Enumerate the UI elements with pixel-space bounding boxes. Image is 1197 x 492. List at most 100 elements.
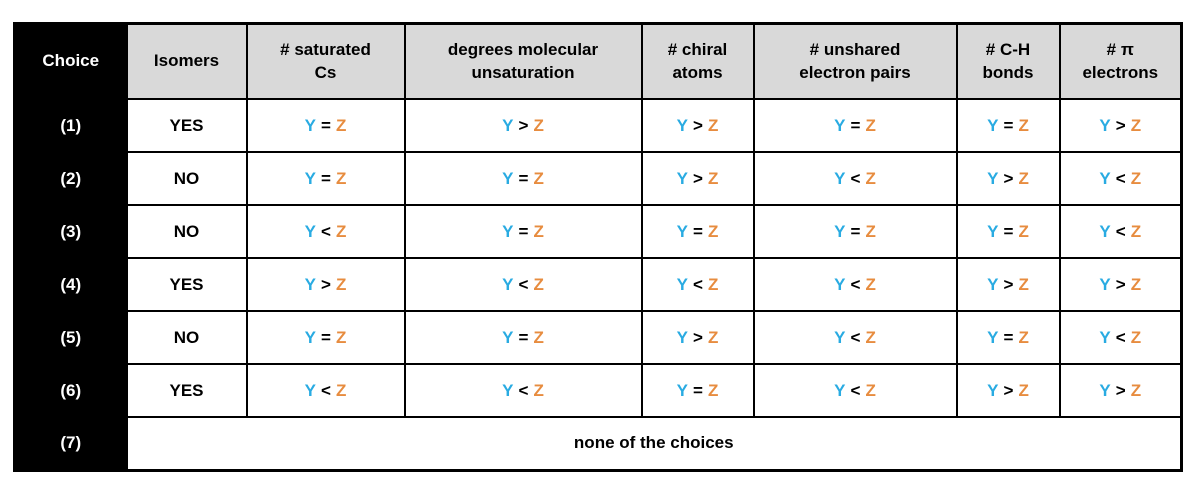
comparison-operator: < — [850, 274, 861, 294]
comparison-cell: Y > Z — [1058, 98, 1183, 153]
z-value: Z — [1018, 274, 1029, 294]
comparison-cell: Y < Z — [640, 257, 755, 312]
z-value: Z — [707, 380, 719, 400]
comparison-operator: > — [1003, 380, 1014, 400]
y-value: Y — [304, 115, 316, 135]
y-value: Y — [676, 274, 688, 294]
comparison-operator: = — [850, 115, 861, 135]
comparison-cell: Y > Z — [640, 310, 755, 365]
comparison-cell: Y = Z — [245, 98, 406, 153]
y-value: Y — [1099, 274, 1111, 294]
z-value: Z — [533, 327, 544, 347]
y-value: Y — [1099, 115, 1111, 135]
comparison-cell: Y = Z — [245, 151, 406, 206]
comparison-operator: < — [518, 274, 529, 294]
z-value: Z — [335, 274, 347, 294]
column-header-isomers: Isomers — [125, 22, 248, 100]
y-value: Y — [987, 168, 999, 188]
y-value: Y — [304, 380, 316, 400]
z-value: Z — [865, 115, 876, 135]
comparison-cell: Y = Z — [640, 363, 755, 418]
column-header-label: atoms — [672, 62, 723, 82]
comparison-cell: Y = Z — [955, 310, 1061, 365]
column-header-label: # saturated — [280, 40, 371, 60]
z-value: Z — [335, 221, 347, 241]
y-value: Y — [1099, 168, 1111, 188]
z-value: Z — [1130, 380, 1142, 400]
z-value: Z — [533, 274, 544, 294]
y-value: Y — [502, 115, 514, 135]
comparison-operator: < — [321, 221, 331, 241]
comparison-cell: Y > Z — [245, 257, 406, 312]
comparison-cell: Y > Z — [640, 98, 755, 153]
y-value: Y — [502, 380, 514, 400]
y-value: Y — [304, 274, 316, 294]
comparison-cell: Y < Z — [1058, 151, 1183, 206]
column-header-choice: Choice — [13, 22, 128, 100]
y-value: Y — [987, 221, 999, 241]
z-value: Z — [335, 327, 347, 347]
y-value: Y — [834, 221, 846, 241]
comparison-operator: > — [518, 115, 529, 135]
column-header-label: Cs — [314, 62, 337, 82]
z-value: Z — [707, 327, 719, 347]
column-header-degrees-unsaturation: degrees molecular unsaturation — [403, 22, 643, 100]
z-value: Z — [707, 168, 719, 188]
z-value: Z — [865, 221, 876, 241]
column-header-label: bonds — [982, 62, 1034, 82]
comparison-operator: = — [518, 168, 529, 188]
comparison-operator: = — [518, 327, 529, 347]
y-value: Y — [834, 168, 846, 188]
comparison-operator: < — [518, 380, 529, 400]
comparison-operator: > — [1115, 274, 1126, 294]
choices-table: Choice Isomers # saturated Cs degrees mo… — [13, 22, 1183, 472]
comparison-cell: Y > Z — [1058, 257, 1183, 312]
z-value: Z — [865, 380, 876, 400]
column-header-label: electrons — [1082, 62, 1159, 82]
z-value: Z — [335, 115, 347, 135]
y-value: Y — [834, 380, 846, 400]
z-value: Z — [1130, 221, 1142, 241]
comparison-operator: < — [321, 380, 331, 400]
comparison-cell: Y < Z — [752, 257, 958, 312]
choice-cell: (3) — [13, 204, 128, 259]
column-header-unshared-electron-pairs: # unshared electron pairs — [752, 22, 958, 100]
comparison-cell: Y = Z — [955, 98, 1061, 153]
y-value: Y — [502, 221, 514, 241]
comparison-cell: Y = Z — [403, 151, 643, 206]
comparison-operator: = — [693, 380, 703, 400]
z-value: Z — [533, 221, 544, 241]
comparison-operator: > — [1003, 274, 1014, 294]
z-value: Z — [1018, 380, 1029, 400]
column-header-label: unsaturation — [471, 62, 575, 82]
column-header-label: Isomers — [153, 51, 220, 71]
comparison-operator: < — [850, 380, 861, 400]
z-value: Z — [1018, 327, 1029, 347]
column-header-saturated-cs: # saturated Cs — [245, 22, 406, 100]
comparison-cell: Y > Z — [640, 151, 755, 206]
comparison-operator: = — [321, 115, 331, 135]
comparison-cell: Y = Z — [403, 310, 643, 365]
comparison-operator: < — [1115, 168, 1126, 188]
comparison-operator: > — [321, 274, 331, 294]
y-value: Y — [834, 327, 846, 347]
comparison-cell: Y < Z — [1058, 310, 1183, 365]
comparison-operator: = — [321, 168, 331, 188]
column-header-pi-electrons: # π electrons — [1058, 22, 1183, 100]
header-row: Choice Isomers # saturated Cs degrees mo… — [13, 22, 1183, 100]
z-value: Z — [707, 115, 719, 135]
column-header-label: # π — [1106, 40, 1134, 60]
comparison-operator: < — [1115, 221, 1126, 241]
choice-cell: (6) — [13, 363, 128, 418]
z-value: Z — [707, 221, 719, 241]
comparison-operator: = — [321, 327, 331, 347]
y-value: Y — [834, 115, 846, 135]
y-value: Y — [676, 327, 688, 347]
y-value: Y — [502, 168, 514, 188]
comparison-cell: Y = Z — [403, 204, 643, 259]
comparison-cell: Y = Z — [752, 98, 958, 153]
y-value: Y — [304, 168, 316, 188]
comparison-operator: = — [518, 221, 529, 241]
column-header-label: degrees molecular — [447, 40, 599, 60]
